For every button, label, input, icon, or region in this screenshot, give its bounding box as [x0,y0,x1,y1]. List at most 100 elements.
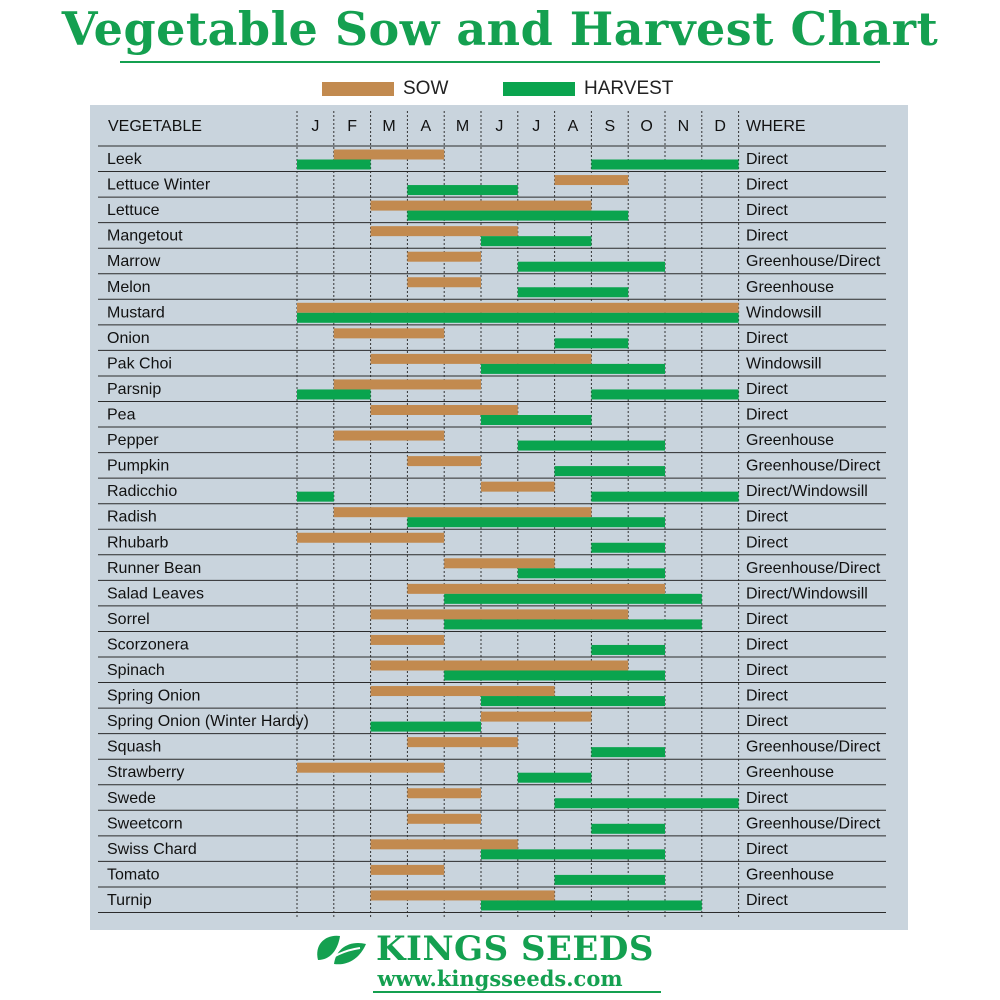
sow-bar [370,634,445,645]
where-value: Direct [746,202,788,219]
sow-bar [370,353,592,364]
harvest-bar [591,542,665,553]
harvest-bar [407,185,518,196]
where-value: Greenhouse/Direct [746,739,881,756]
harvest-bar [444,619,702,630]
where-value: Direct [746,381,788,398]
vegetable-name: Rhubarb [107,534,168,551]
vegetable-name: Runner Bean [107,560,201,577]
where-value: Direct [746,611,788,628]
sow-bar [407,737,518,748]
where-value: Direct [746,892,788,909]
sow-bar [370,226,518,237]
where-value: Greenhouse/Direct [746,815,881,832]
sow-bar [370,609,629,620]
vegetable-name: Leek [107,151,143,168]
where-value: Direct [746,841,788,858]
legend-harvest-swatch [503,82,575,96]
harvest-bar [444,670,665,681]
legend-sow-swatch [322,82,394,96]
sow-bar [370,864,445,875]
where-value: Direct [746,662,788,679]
where-value: Greenhouse/Direct [746,253,881,270]
where-value: Greenhouse [746,866,834,883]
sow-harvest-chart: VEGETABLE WHERE J F M A M J J A S O N D Leek Direct Lett… [98,111,886,917]
header-vegetable: VEGETABLE [108,118,202,135]
sow-bar [370,660,629,671]
harvest-bar [554,874,665,885]
vegetable-name: Pepper [107,432,159,449]
sow-bar [370,200,592,211]
harvest-bar [517,287,629,298]
sow-bar [407,813,481,824]
harvest-bar [554,466,665,477]
harvest-bar [444,593,702,604]
where-value: Greenhouse [746,764,834,781]
vegetable-name: Sweetcorn [107,815,183,832]
month-header: J [311,118,319,135]
brand-name: KINGS SEEDS [376,929,654,969]
sow-bar [297,302,739,313]
vegetable-name: Spinach [107,662,165,679]
harvest-bar [481,363,665,374]
month-header: F [347,118,357,135]
harvest-bar [554,798,739,809]
vegetable-name: Strawberry [107,764,184,781]
where-value: Direct [746,330,788,347]
harvest-bar [370,721,481,732]
website-link[interactable]: www.kingsseeds.com [377,966,623,991]
where-value: Direct [746,713,788,730]
vegetable-name: Radicchio [107,483,177,500]
month-header: M [456,118,469,135]
sow-bar [554,175,629,186]
vegetable-name: Onion [107,330,150,347]
sow-bar [297,762,445,773]
harvest-bar [481,849,665,860]
sow-bar [370,890,555,901]
sow-bar [333,507,592,518]
leaf-icon [317,935,366,967]
harvest-bar [297,312,739,323]
sow-bar [481,711,592,722]
header-where: WHERE [746,118,806,135]
vegetable-name: Tomato [107,866,160,883]
vegetable-name: Spring Onion [107,688,200,705]
month-header: J [532,118,540,135]
where-value: Greenhouse/Direct [746,458,881,475]
vegetable-name: Radish [107,509,157,526]
vegetable-name: Pumpkin [107,458,169,475]
sow-bar [333,379,481,390]
website-underline [373,991,661,993]
harvest-bar [407,210,629,221]
month-header: O [640,118,652,135]
vegetable-name: Swiss Chard [107,841,197,858]
harvest-bar [554,338,629,349]
sow-bar [407,583,665,594]
where-value: Greenhouse/Direct [746,560,881,577]
harvest-bar [591,747,665,758]
vegetable-name: Pea [107,407,136,424]
vegetable-name: Spring Onion (Winter Hardy) [107,713,309,730]
sow-bar [407,277,481,288]
vegetable-name: Marrow [107,253,161,270]
harvest-bar [297,159,371,170]
where-value: Direct [746,790,788,807]
sow-bar [333,430,445,441]
vegetable-name: Salad Leaves [107,585,204,602]
legend-harvest-label: HARVEST [584,78,674,99]
sow-bar [370,839,518,850]
sow-bar [444,558,555,569]
where-value: Direct [746,509,788,526]
vegetable-name: Melon [107,279,151,296]
where-value: Direct [746,407,788,424]
month-header: J [495,118,503,135]
where-value: Direct [746,534,788,551]
vegetable-name: Mangetout [107,228,183,245]
where-value: Greenhouse [746,432,834,449]
vegetable-name: Pak Choi [107,355,172,372]
where-value: Direct/Windowsill [746,585,868,602]
harvest-bar [517,568,665,579]
sow-bar [370,686,555,697]
vegetable-name: Sorrel [107,611,150,628]
where-value: Windowsill [746,355,822,372]
